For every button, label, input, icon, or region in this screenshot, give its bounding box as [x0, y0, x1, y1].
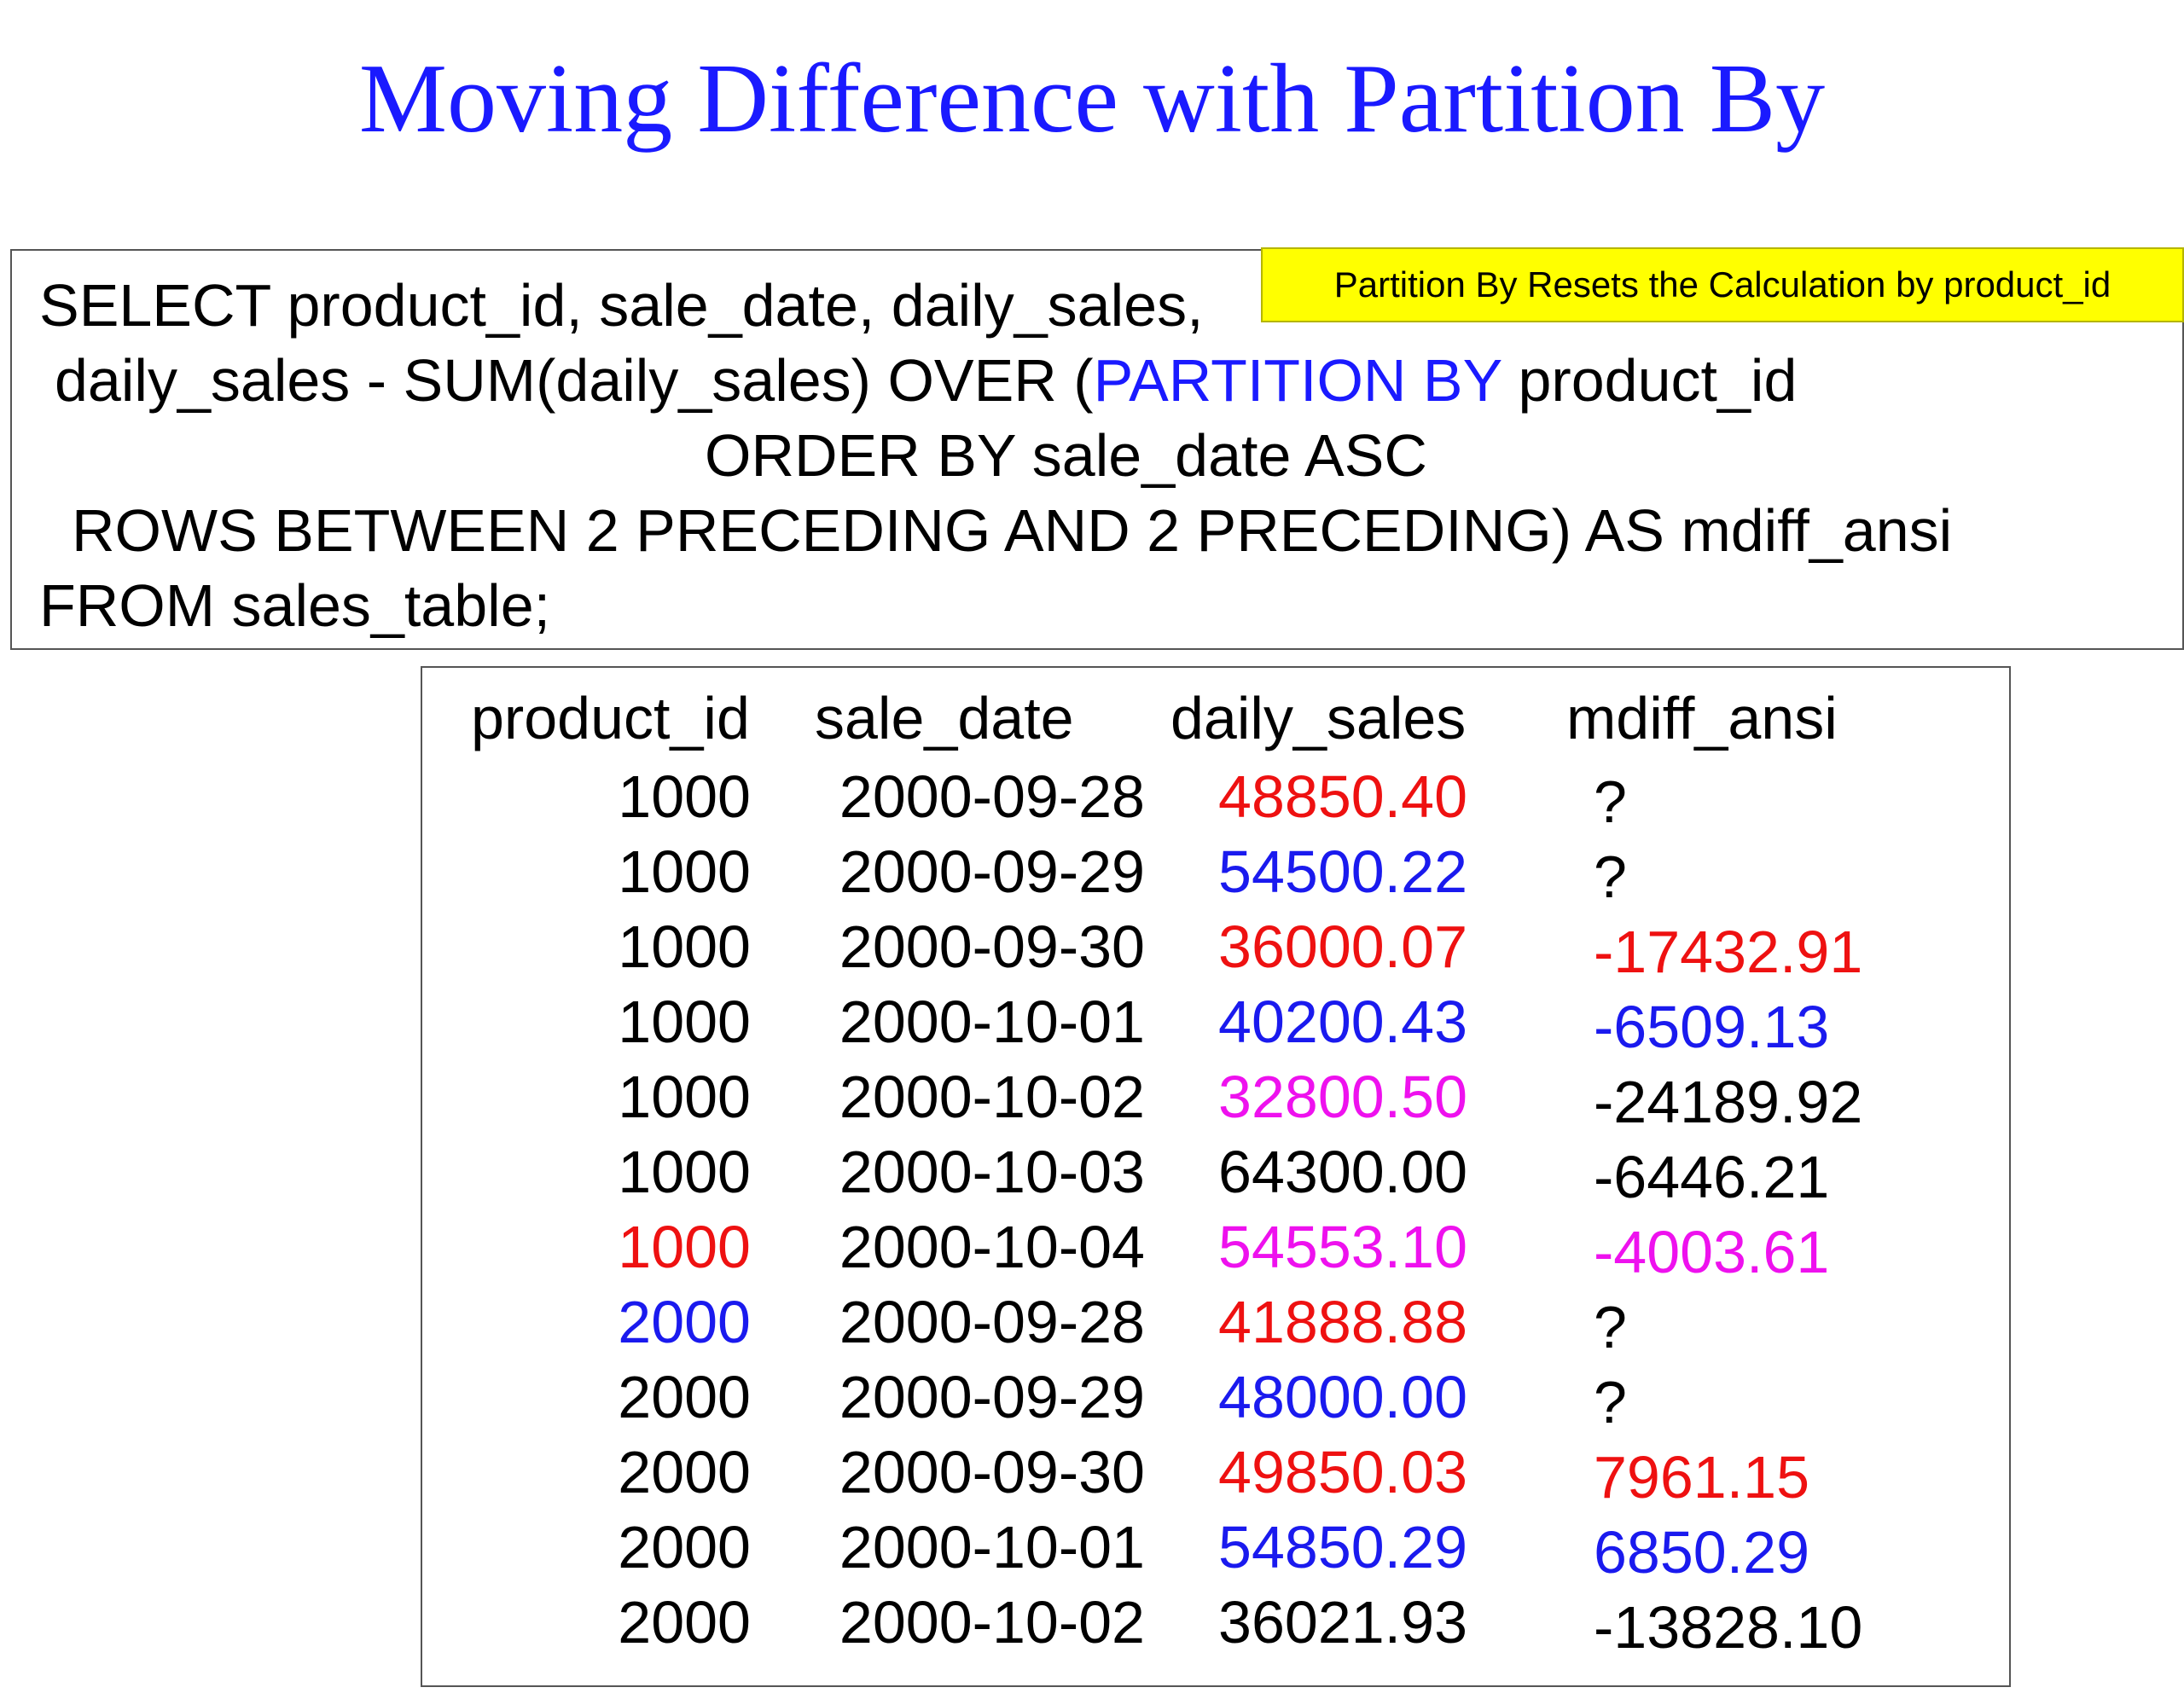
cell-product-id: 1000 — [618, 763, 751, 830]
cell-sale-date: 2000-09-30 — [839, 913, 1145, 980]
cell-mdiff-ansi: -6446.21 — [1594, 1144, 1830, 1210]
cell-mdiff-ansi: ? — [1594, 844, 1627, 910]
cell-daily-sales: 64300.00 — [1218, 1139, 1467, 1205]
cell-daily-sales: 54850.29 — [1218, 1514, 1467, 1580]
result-table-box — [421, 666, 2011, 1687]
slide-title: Moving Difference with Partition By — [358, 44, 1826, 154]
cell-daily-sales: 41888.88 — [1218, 1289, 1467, 1355]
cell-mdiff-ansi: -17432.91 — [1594, 919, 1863, 985]
table-row: 2000 2000-09-28 41888.88? — [0, 1284, 2184, 1360]
cell-sale-date: 2000-09-29 — [839, 838, 1145, 905]
cell-mdiff-ansi: 6850.29 — [1594, 1519, 1810, 1586]
cell-sale-date: 2000-09-29 — [839, 1364, 1145, 1430]
sql-line-5: FROM sales_table; — [39, 572, 551, 639]
cell-product-id: 1000 — [618, 989, 751, 1055]
cell-sale-date: 2000-09-28 — [839, 763, 1145, 830]
cell-mdiff-ansi: 7961.15 — [1594, 1444, 1810, 1511]
cell-product-id: 2000 — [618, 1364, 751, 1430]
cell-daily-sales: 49850.03 — [1218, 1439, 1467, 1505]
cell-daily-sales: 54500.22 — [1218, 838, 1467, 905]
cell-daily-sales: 54553.10 — [1218, 1214, 1467, 1280]
sql-line-2-suffix: product_id — [1502, 347, 1798, 414]
sql-line-1: SELECT product_id, sale_date, daily_sale… — [39, 272, 1204, 339]
cell-sale-date: 2000-10-01 — [839, 1514, 1145, 1580]
cell-sale-date: 2000-09-28 — [839, 1289, 1145, 1355]
sql-line-3: ORDER BY sale_date ASC — [705, 422, 1427, 489]
cell-mdiff-ansi: ? — [1594, 1294, 1627, 1360]
cell-sale-date: 2000-10-02 — [839, 1064, 1145, 1130]
cell-sale-date: 2000-10-02 — [839, 1589, 1145, 1656]
cell-mdiff-ansi: -6509.13 — [1594, 994, 1830, 1060]
table-row: 1000 2000-10-04 54553.10 -4003.61 — [0, 1209, 2184, 1285]
cell-daily-sales: 48000.00 — [1218, 1364, 1467, 1430]
cell-product-id: 2000 — [618, 1289, 751, 1355]
table-row: 2000 2000-09-29 48000.00? — [0, 1360, 2184, 1435]
table-row: 1000 2000-09-30 36000.07 -17432.91 — [0, 909, 2184, 985]
cell-product-id: 1000 — [618, 1214, 751, 1280]
column-header-daily-sales: daily_sales — [1170, 685, 1467, 751]
table-row: 2000 2000-10-01 54850.29 6850.29 — [0, 1510, 2184, 1586]
cell-daily-sales: 32800.50 — [1218, 1064, 1467, 1130]
cell-daily-sales: 36000.07 — [1218, 913, 1467, 980]
cell-mdiff-ansi: -13828.10 — [1594, 1594, 1863, 1661]
column-header-mdiff-ansi: mdiff_ansi — [1566, 685, 1838, 751]
cell-product-id: 1000 — [618, 1064, 751, 1130]
cell-sale-date: 2000-10-04 — [839, 1214, 1145, 1280]
column-header-product-id: product_id — [471, 685, 750, 751]
cell-daily-sales: 36021.93 — [1218, 1589, 1467, 1656]
cell-product-id: 2000 — [618, 1589, 751, 1656]
cell-mdiff-ansi: -4003.61 — [1594, 1219, 1830, 1285]
cell-product-id: 1000 — [618, 1139, 751, 1205]
table-row: 1000 2000-10-03 64300.00 -6446.21 — [0, 1134, 2184, 1210]
cell-product-id: 1000 — [618, 913, 751, 980]
table-row: 1000 2000-09-29 54500.22? — [0, 834, 2184, 910]
sql-line-2: daily_sales - SUM(daily_sales) OVER (PAR… — [55, 346, 1797, 415]
cell-mdiff-ansi: ? — [1594, 1369, 1627, 1435]
table-row: 1000 2000-10-02 32800.50 -24189.92 — [0, 1059, 2184, 1135]
cell-mdiff-ansi: ? — [1594, 768, 1627, 835]
cell-mdiff-ansi: -24189.92 — [1594, 1069, 1863, 1135]
sql-line-4: ROWS BETWEEN 2 PRECEDING AND 2 PRECEDING… — [72, 497, 1953, 564]
cell-sale-date: 2000-10-01 — [839, 989, 1145, 1055]
table-row: 2000 2000-09-30 49850.03 7961.15 — [0, 1435, 2184, 1511]
table-row: 1000 2000-09-28 48850.40? — [0, 759, 2184, 835]
sql-partition-by-keyword: PARTITION BY — [1093, 347, 1502, 414]
cell-product-id: 1000 — [618, 838, 751, 905]
cell-sale-date: 2000-10-03 — [839, 1139, 1145, 1205]
table-row: 2000 2000-10-02 36021.93 -13828.10 — [0, 1585, 2184, 1661]
column-header-sale-date: sale_date — [815, 685, 1074, 751]
cell-daily-sales: 48850.40 — [1218, 763, 1467, 830]
cell-product-id: 2000 — [618, 1514, 751, 1580]
sql-line-2-text: daily_sales - SUM(daily_sales) OVER ( — [55, 347, 1094, 414]
cell-product-id: 2000 — [618, 1439, 751, 1505]
partition-note-callout: Partition By Resets the Calculation by p… — [1261, 247, 2184, 322]
cell-daily-sales: 40200.43 — [1218, 989, 1467, 1055]
cell-sale-date: 2000-09-30 — [839, 1439, 1145, 1505]
table-row: 1000 2000-10-01 40200.43 -6509.13 — [0, 984, 2184, 1060]
